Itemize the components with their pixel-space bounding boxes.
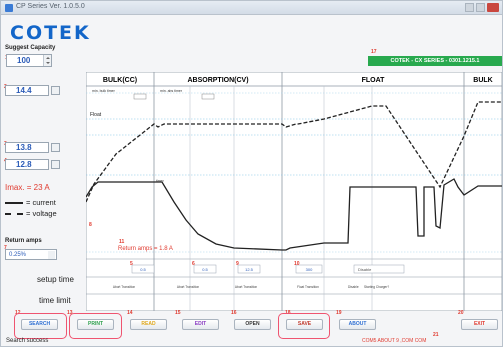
marker-9: 9 [236,261,239,267]
return-voltage-value: 12.8 [16,160,32,169]
maximize-button[interactable] [476,3,485,12]
legend-voltage-label: = voltage [26,209,57,218]
voltage-line [86,101,502,203]
marker-13: 13 [67,310,73,316]
abs-timer-box[interactable] [201,93,215,100]
marker-17: 17 [371,49,377,55]
save-highlight [278,313,330,339]
open-button[interactable]: OPEN [234,319,271,330]
marker-15: 15 [175,310,181,316]
bulk-voltage-field[interactable]: 14.4 [5,85,60,96]
status-text: Search success [6,338,49,344]
stepper-arrows-icon[interactable] [43,55,51,66]
setup-value-4: 300 [306,267,313,272]
marker-8: 8 [89,222,92,228]
connection-status: COM5 ABOUT 9 ,COM COM [362,338,427,344]
charging-diagram: BULK(CC) ABSORPTION(CV) FLOAT BULK min. … [86,72,502,311]
setup-time-label: setup time [37,275,74,284]
close-button[interactable] [487,3,499,12]
setup-value-3: 12.5 [245,267,254,272]
return-amps-value: 0.25% [9,252,27,258]
float-voltage-field[interactable]: 13.8 [5,142,60,153]
stepper-icon[interactable] [51,143,60,152]
imax-label: Imax. = 23 A [5,183,50,192]
time-limit-3: Abort Transition [235,285,258,289]
float-label: Float [90,112,102,118]
capacity-stepper[interactable]: 100 [6,54,52,67]
search-highlight [14,313,67,339]
stepper-icon[interactable] [51,160,60,169]
marker-16: 16 [231,310,237,316]
stage-bulk-restart: BULK [473,77,492,84]
legend-current: = current [5,198,56,207]
marker-6: 6 [192,261,195,267]
time-limit-6: Starting Charger? [364,285,389,289]
return-voltage-field[interactable]: 12.8 [5,159,60,170]
stage-bulk: BULK(CC) [103,77,137,84]
setup-field-3[interactable] [237,264,261,274]
cotek-logo: COTEK [10,22,91,44]
setup-value-5: Disable [358,267,372,272]
dashed-line-icon [5,213,23,216]
min-abs-timer-label: min. abs timer [160,89,183,93]
search-button[interactable]: SEARCH [21,319,58,330]
timer-label: timer [156,179,165,183]
marker-21: 21 [433,332,439,338]
time-limit-2: Abort Transition [177,285,200,289]
time-limit-4: Float Transition [297,285,319,289]
time-limit-1: Abort Transition [113,285,136,289]
marker-5: 5 [130,261,133,267]
return-amps-select[interactable]: 0.25% [5,249,57,260]
capacity-label: Suggest Capacity [5,45,56,51]
minimize-button[interactable] [465,3,474,12]
legend-current-label: = current [26,198,56,207]
title-bar: CP Series Ver. 1.0.5.0 [1,1,502,15]
stage-float: FLOAT [362,77,386,84]
return-amps-title: Return amps [5,238,42,244]
marker-10: 10 [294,261,300,267]
legend-voltage: = voltage [5,209,57,218]
about-button[interactable]: ABOUT [339,319,376,330]
stepper-icon[interactable] [51,86,60,95]
edit-button[interactable]: EDIT [182,319,219,330]
read-button[interactable]: READ [130,319,167,330]
model-badge: COTEK - CX SERIES - 0301.1215.1 [368,56,502,66]
time-limit-5: Disable [348,285,359,289]
capacity-value: 100 [17,56,31,65]
print-highlight [69,313,122,339]
marker-20: 20 [458,310,464,316]
time-limit-label: time limit [39,296,71,305]
solid-line-icon [5,202,23,205]
setup-field-2[interactable] [193,264,217,274]
window-title: CP Series Ver. 1.0.5.0 [16,3,85,10]
marker-19: 19 [336,310,342,316]
chevron-down-icon[interactable] [48,251,55,259]
stage-absorption: ABSORPTION(CV) [187,77,248,84]
min-bulk-timer-label: min. bulk timer [92,89,116,93]
float-voltage-value: 13.8 [16,143,32,152]
setup-field-1[interactable] [131,264,155,274]
marker-7: 7 [4,245,7,251]
bulk-timer-box[interactable] [133,93,147,100]
exit-button[interactable]: EXIT [461,319,498,330]
print-button[interactable]: PRINT [77,319,114,330]
bulk-voltage-value: 14.4 [16,86,32,95]
setup-field-4[interactable] [295,264,323,274]
app-icon [5,4,13,12]
marker-11: 11 [119,239,125,245]
return-amps-annotation: Return amps = 1.8 A [118,246,173,252]
marker-14: 14 [127,310,133,316]
setup-value-2: 0.5 [202,267,208,272]
setup-value-1: 0.5 [140,267,146,272]
save-button[interactable]: SAVE [286,319,323,330]
current-line [86,178,502,251]
setup-field-5[interactable] [353,264,405,274]
diagram-frame [86,72,502,311]
